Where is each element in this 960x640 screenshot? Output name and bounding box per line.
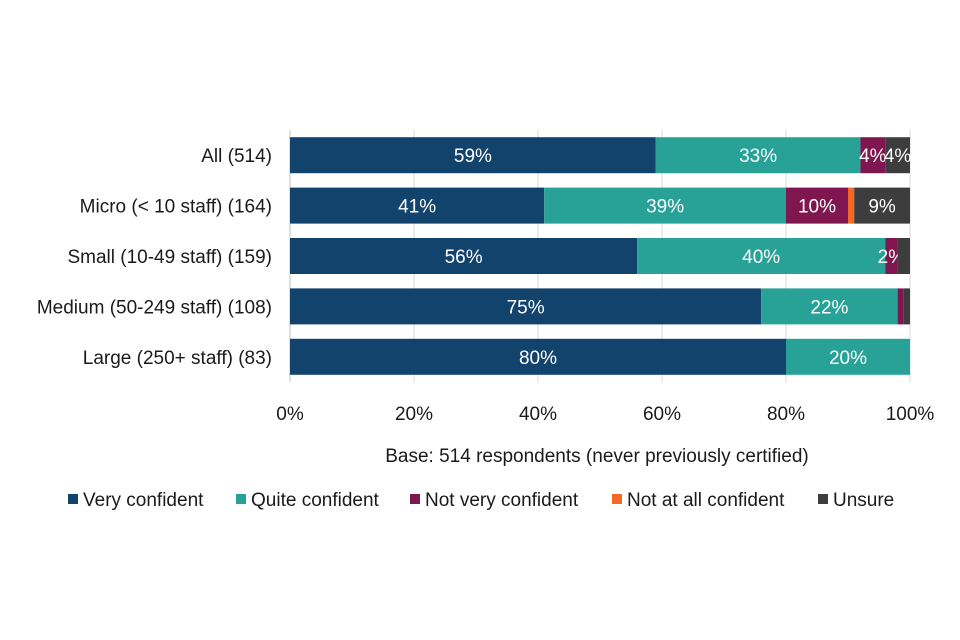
x-tick-label: 60% — [643, 404, 681, 425]
data-label: 59% — [454, 146, 492, 167]
legend-label: Not at all confident — [627, 490, 785, 511]
bar-segment — [897, 288, 904, 325]
legend-label: Quite confident — [251, 490, 380, 511]
bar-segment — [885, 137, 910, 174]
x-tick-label: 40% — [519, 404, 557, 425]
bar-segment — [885, 238, 898, 274]
bar-segment — [544, 187, 786, 224]
data-label: 56% — [445, 247, 483, 268]
x-tick-label: 100% — [886, 404, 935, 425]
bars: 59% 33% 4%4%41% 39% 10% 9%56% 40% 2%75% 22%80% 20… — [290, 137, 911, 375]
bar-segment — [290, 187, 545, 224]
bar-segment — [860, 137, 886, 174]
legend-swatch — [612, 494, 622, 504]
category-label: Micro (< 10 staff) (164) — [80, 197, 272, 218]
data-label: 41% — [398, 197, 436, 218]
bar-segment — [761, 288, 898, 325]
legend-swatch — [410, 494, 420, 504]
data-label: 75% — [507, 297, 545, 318]
legend-swatch — [818, 494, 828, 504]
bar-segment — [786, 338, 910, 375]
bar-segment — [903, 288, 910, 325]
bar-segment — [655, 137, 861, 174]
bar-segment — [786, 187, 848, 224]
category-label: Medium (50-249 staff) (108) — [37, 297, 272, 318]
data-label: 20% — [829, 348, 867, 369]
category-label: Small (10-49 staff) (159) — [67, 247, 272, 268]
category-label: All (514) — [201, 146, 272, 167]
bar-segment — [290, 288, 762, 325]
category-labels: All (514) Micro (< 10 staff) (164) Small (… — [37, 146, 272, 369]
x-tick-label: 20% — [395, 404, 433, 425]
legend-label: Unsure — [833, 490, 894, 511]
x-tick-labels: 0% 20% 40% 60% 80% 100% — [276, 404, 934, 425]
x-tick-label: 0% — [276, 404, 304, 425]
bar-segment — [290, 137, 656, 174]
legend-label: Very confident — [83, 490, 204, 511]
data-label: 22% — [810, 297, 848, 318]
data-label: 80% — [519, 348, 557, 369]
data-label: 33% — [739, 146, 777, 167]
bar-segment — [897, 238, 910, 274]
x-tick-label: 80% — [767, 404, 805, 425]
bar-segment — [290, 338, 786, 375]
data-label: 39% — [646, 197, 684, 218]
data-label: 9% — [868, 197, 896, 218]
bar-segment — [854, 187, 910, 224]
data-label: 40% — [742, 247, 780, 268]
bar-segment — [637, 238, 886, 274]
legend-label: Not very confident — [425, 490, 579, 511]
data-label: 4% — [884, 146, 912, 167]
category-label: Large (250+ staff) (83) — [83, 348, 272, 369]
legend-swatch — [236, 494, 246, 504]
legend: Very confident Quite confident Not very co… — [68, 490, 894, 511]
data-label: 10% — [798, 197, 836, 218]
bar-segment — [290, 238, 638, 274]
x-axis-label: Base: 514 respondents (never previously … — [385, 446, 809, 467]
bar-segment — [848, 187, 855, 224]
legend-swatch — [68, 494, 78, 504]
data-label: 4% — [859, 146, 887, 167]
